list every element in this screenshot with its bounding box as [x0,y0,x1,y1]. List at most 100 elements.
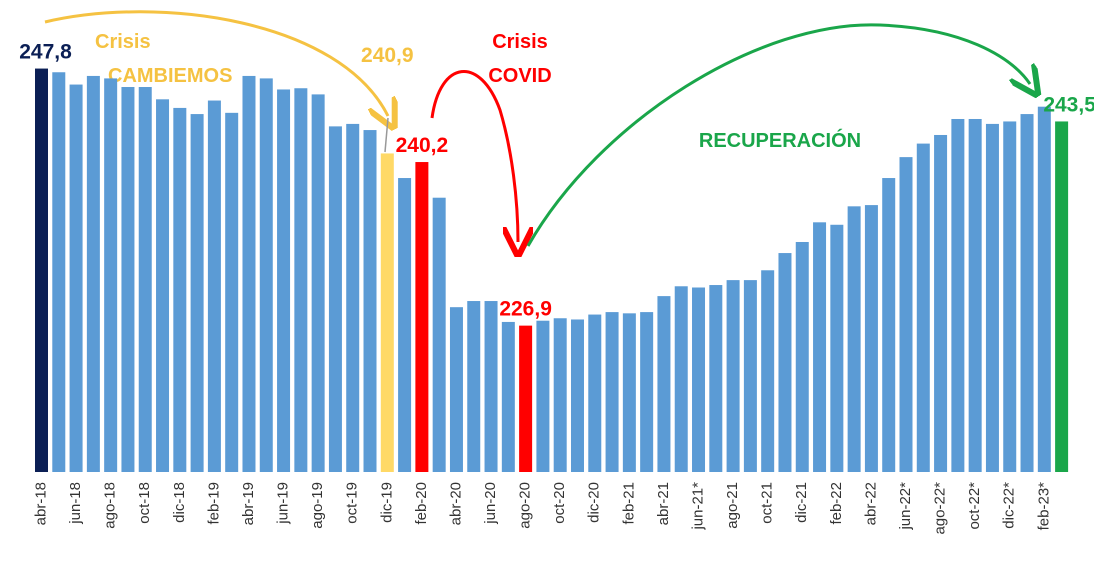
arrow [44,10,388,116]
bar [570,319,584,472]
bar [1003,121,1017,472]
x-tick-label: jun-21* [689,482,706,531]
bar [761,270,775,472]
bar [86,75,100,472]
x-tick-label: dic-18 [171,482,188,523]
bar [847,206,861,472]
bar [398,178,412,472]
bar [726,280,740,472]
x-tick-label: dic-21 [793,482,810,523]
bar [294,88,308,473]
arrow [526,23,1030,247]
x-tick-label: dic-22* [1001,482,1018,529]
bar [605,312,619,472]
bar [156,99,170,472]
leader-line [384,117,389,153]
value-label: 240,9 [361,44,414,67]
bar [813,222,827,472]
x-tick-label: oct-22* [966,482,983,530]
bar [968,118,982,473]
annotation: Crisis [492,31,548,53]
x-tick-label: jun-20 [482,482,499,525]
annotation: RECUPERACIÓN [699,128,861,152]
bar [588,314,602,472]
bar [830,224,844,472]
bar [328,126,342,473]
value-label: 226,9 [499,298,552,321]
bar [242,75,256,472]
bar [311,94,325,472]
arrow [430,70,518,242]
bar [657,296,671,472]
bar [882,178,896,472]
x-tick-label: feb-23* [1035,482,1052,531]
bar [934,134,948,473]
bar [640,312,654,472]
bar [519,325,533,472]
bar [501,321,515,472]
bar [743,280,757,472]
bar [553,318,567,472]
x-tick-label: jun-18 [67,482,84,525]
x-tick-label: oct-20 [551,482,568,524]
annotation: Crisis [95,31,151,53]
value-label: 247,8 [19,41,72,64]
bar [415,162,429,473]
x-tick-label: ago-19 [309,482,326,529]
bar [380,153,394,472]
bar [190,114,204,472]
bar [1037,106,1051,472]
x-tick-label: abr-21 [655,482,672,525]
bar [104,78,118,473]
bar [225,112,239,472]
bar [346,123,360,472]
annotations: Crisis CAMBIEMOS Crisis COVID RECUPERACI… [95,31,861,152]
x-tick-label: ago-18 [102,482,119,529]
bar [864,205,878,472]
value-label: 240,2 [396,134,449,157]
bar [1020,114,1034,472]
x-tick-label: abr-18 [32,482,49,525]
bar [173,107,187,473]
bar [484,301,498,472]
bar [121,87,135,472]
bar [138,87,152,472]
x-tick-label: dic-19 [378,482,395,523]
bar [692,287,706,472]
x-tick-label: ago-21 [724,482,741,529]
bar [916,143,930,472]
bar [778,253,792,472]
x-tick-label: ago-22* [932,482,949,535]
bar [432,197,446,472]
x-tick-label: feb-21 [620,482,637,525]
bar [536,320,550,472]
x-tick-label: abr-22 [862,482,879,525]
bar [467,301,481,472]
bar [951,118,965,473]
x-tick-label: oct-19 [344,482,361,524]
annotation: CAMBIEMOS [108,65,232,87]
bar [35,68,48,472]
value-label: 243,5 [1043,93,1094,116]
x-tick-label: ago-20 [517,482,534,529]
x-tick-label: jun-19 [275,482,292,525]
x-tick-label: feb-22 [828,482,845,525]
bar [259,78,273,473]
x-tick-label: oct-21 [759,482,776,524]
bar [709,285,723,472]
bar [622,313,636,472]
bar [277,89,291,472]
x-tick-label: feb-20 [413,482,430,525]
bar [363,130,377,472]
bar [674,286,688,472]
bar [1055,121,1069,472]
bar [899,157,913,472]
bar [52,72,66,472]
x-tick-label: dic-20 [586,482,603,523]
x-tick-label: abr-19 [240,482,257,525]
x-tick-label: jun-22* [897,482,914,531]
x-tick-label: abr-20 [447,482,464,525]
x-tick-label: feb-19 [205,482,222,525]
annotation: COVID [488,65,551,87]
